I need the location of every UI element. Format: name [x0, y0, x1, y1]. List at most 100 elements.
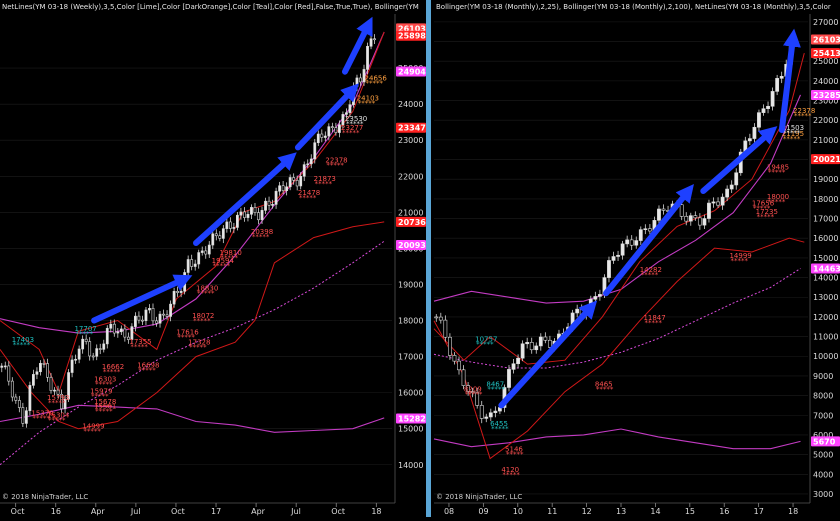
y-tick-label: 19000: [813, 175, 838, 184]
price-badge-value: 20736: [398, 218, 426, 227]
level-label: 21873: [314, 175, 336, 183]
candle-body: [77, 348, 81, 360]
candle-body: [593, 296, 598, 300]
chart-panel-right: Bollinger(YM 03-18 (Monthly),2,25), Boll…: [433, 3, 840, 516]
level-dots: *****: [783, 135, 801, 143]
x-tick-label: Jul: [130, 507, 141, 516]
candle-body: [457, 360, 461, 371]
candle-body: [516, 357, 520, 365]
level-label: 21503: [782, 124, 804, 132]
candle-body: [14, 396, 18, 401]
price-badge: [811, 34, 840, 45]
level-label: 8467: [486, 380, 504, 388]
level-label: 6455: [490, 420, 508, 428]
candle-body: [716, 201, 720, 206]
x-tick-label: 17: [211, 507, 221, 516]
candle-body: [688, 215, 693, 222]
y-tick-label: 12000: [813, 313, 838, 322]
x-tick-label: Oct: [171, 507, 185, 516]
candle-body: [316, 133, 320, 144]
level-dots: *****: [197, 290, 215, 298]
x-tick-label: Jul: [290, 507, 301, 516]
level-label: 4120: [501, 466, 519, 474]
price-badge-value: 14463: [813, 264, 840, 273]
candle-body: [49, 376, 53, 391]
level-dots: *****: [730, 257, 748, 265]
trend-arrow: [193, 152, 297, 246]
level-label: 17328: [188, 339, 210, 347]
level-label: 24103: [357, 94, 379, 102]
x-tick-label: 10: [513, 507, 523, 516]
candle-body: [204, 250, 208, 255]
candle-body: [334, 127, 338, 133]
level-dots: *****: [768, 198, 786, 206]
candle-body: [461, 369, 466, 386]
x-tick-label: 09: [478, 507, 488, 516]
candle-body: [123, 328, 127, 338]
candle-body: [438, 316, 443, 321]
candle-body: [734, 172, 739, 186]
candle-body: [253, 207, 257, 213]
candle-body: [144, 309, 148, 321]
level-label: 23277: [341, 124, 363, 132]
level-dots: *****: [189, 344, 207, 352]
trend-arrow: [700, 126, 778, 195]
candle-body: [21, 407, 25, 424]
candle-body: [770, 91, 775, 107]
price-badge-value: 26103: [813, 36, 840, 45]
candle-body: [10, 380, 14, 398]
candle-body: [250, 207, 253, 215]
candle-body: [281, 185, 285, 191]
level-dots: *****: [783, 129, 801, 137]
y-tick-label: 21000: [813, 136, 838, 145]
level-label: 14999: [729, 252, 751, 260]
candle-body: [766, 105, 770, 109]
candle-body: [597, 294, 602, 297]
candle-body: [257, 212, 260, 221]
price-badge: [811, 263, 840, 274]
bollinger-middle-line: [433, 268, 801, 369]
candle-body: [179, 290, 183, 293]
level-label: 17616: [176, 328, 199, 336]
level-label: 21195: [782, 130, 804, 138]
level-label: 17707: [74, 325, 96, 333]
x-tick-label: Apr: [251, 507, 266, 516]
y-tick-label: 6000: [813, 431, 833, 440]
candle-body: [511, 363, 516, 370]
candle-body: [657, 208, 661, 221]
candle-body: [611, 256, 616, 261]
candle-body: [761, 108, 766, 113]
level-label: 18000: [767, 193, 789, 201]
level-label: 17355: [129, 338, 151, 346]
y-tick-label: 4000: [813, 470, 833, 479]
candle-body: [625, 239, 630, 245]
candle-body: [355, 77, 359, 87]
candle-body: [306, 163, 310, 166]
price-badge-value: 20093: [398, 241, 426, 250]
candle-body: [525, 342, 530, 345]
red-band-line-0: [433, 52, 805, 365]
candle-body: [7, 365, 11, 382]
y-tick-label: 11000: [813, 333, 838, 342]
level-dots: *****: [315, 180, 333, 188]
candle-body: [309, 158, 313, 165]
red-band-line-1: [0, 221, 385, 430]
candle-body: [697, 217, 702, 226]
level-dots: *****: [213, 262, 231, 270]
level-label: 8209: [464, 385, 482, 393]
candle-body: [32, 374, 35, 386]
level-dots: *****: [75, 330, 93, 338]
candle-body: [757, 112, 761, 128]
y-tick-label: 27000: [813, 18, 838, 27]
candle-body: [88, 341, 92, 357]
level-dots: *****: [465, 390, 483, 398]
level-dots: *****: [83, 428, 101, 436]
candle-body: [186, 259, 190, 273]
candle-body: [228, 221, 232, 229]
price-badge-value: 26103: [398, 24, 426, 33]
x-tick-label: Oct: [331, 507, 345, 516]
level-dots: *****: [95, 403, 113, 411]
candle-body: [267, 200, 271, 206]
copyright-text: © 2018 NinjaTrader, LLC: [2, 493, 88, 501]
